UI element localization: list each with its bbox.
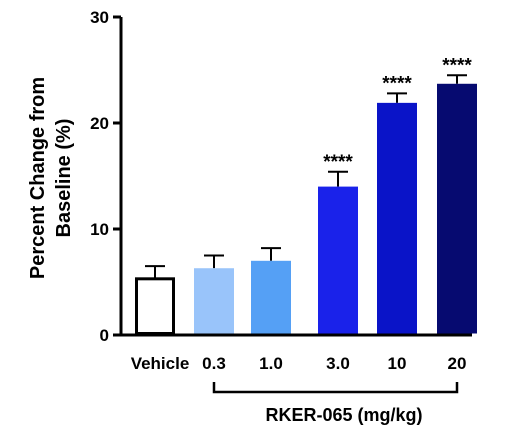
group-label: RKER-065 (mg/kg) (265, 405, 422, 425)
significance-label: **** (323, 152, 353, 173)
x-tick-label: 1.0 (259, 354, 283, 373)
x-tick-label: 20 (448, 354, 467, 373)
bar (377, 102, 417, 334)
axes (119, 17, 472, 337)
x-tick-label: Vehicle (131, 354, 190, 373)
bar (437, 83, 477, 334)
significance-label: **** (442, 55, 472, 76)
y-tick-label: 20 (90, 114, 109, 133)
y-tick-label: 30 (90, 8, 109, 27)
bars: **** **** **** (135, 55, 477, 336)
x-tick-label: 3.0 (326, 354, 350, 373)
y-axis-label: Percent Change from Baseline (%) (27, 77, 75, 279)
bar (318, 186, 358, 334)
bracket-line (212, 382, 459, 394)
bar (194, 268, 234, 334)
x-tick-labels: Vehicle 0.3 1.0 3.0 10 20 (131, 354, 467, 373)
y-tick-label: 0 (100, 326, 109, 345)
significance-label: **** (382, 73, 412, 94)
y-axis-label-line-2: Baseline (%) (53, 119, 75, 238)
y-tick-label: 10 (90, 220, 109, 239)
bar (135, 277, 175, 336)
y-ticks: 0 10 20 30 (90, 8, 121, 345)
x-tick-label: 10 (388, 354, 407, 373)
x-tick-label: 0.3 (202, 354, 226, 373)
bar (251, 260, 291, 334)
y-axis-label-line-1: Percent Change from (27, 77, 49, 279)
group-bracket (212, 382, 459, 394)
